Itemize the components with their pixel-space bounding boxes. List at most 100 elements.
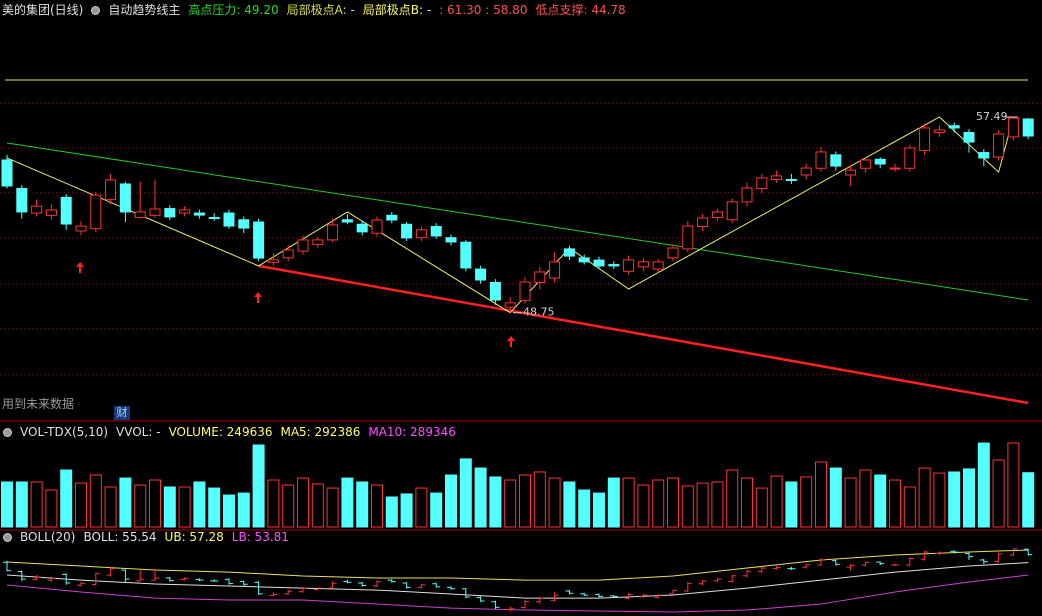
volume-bar [60,469,73,528]
candle-body [756,177,768,189]
candle-body [60,196,72,225]
volume-bar [15,481,28,528]
candle-body [253,221,265,259]
candle-body [563,248,575,257]
volume-bar [237,492,250,528]
candle-body [327,224,339,241]
candle-body [312,239,324,245]
volume-bar [341,477,354,528]
volume-bar [149,479,161,528]
volume-bar [963,468,975,528]
candle-body [963,131,975,143]
candle-body [415,229,427,239]
boll-header: BOLL(20) BOLL: 55.54 UB: 57.28 LB: 53.81 [3,529,289,545]
candle-body [149,208,161,216]
candle-body [356,223,368,233]
candle-body [504,302,516,308]
settings-icon[interactable] [91,5,101,15]
volume-bar [326,487,339,528]
candle-body [726,201,738,221]
boll-band [6,562,1029,599]
volume-bar [992,459,1005,528]
candle-body [933,129,945,133]
volume-bar [45,489,58,528]
legend-item: VVOL: - [116,425,161,439]
candle-body [489,281,501,301]
settings-icon[interactable] [3,427,12,437]
volume-bar [119,477,132,528]
candle-body [460,241,472,269]
volume-bar [163,486,176,528]
candle-body [534,271,546,283]
candle-body [267,259,279,263]
signal-arrow [76,262,84,273]
volume-bar [607,477,620,528]
candle-body [105,179,117,201]
candle-body [75,225,87,232]
volume-bar [578,489,591,528]
volume-bar [415,487,428,528]
candle-body [785,178,797,181]
candle-body [119,183,131,213]
candle-body [889,167,901,170]
volume-bar [977,442,990,528]
finance-badge[interactable]: 财 [114,406,130,420]
volume-bar [667,477,679,528]
volume-bar [948,471,961,528]
candle-body [519,281,531,301]
candle-body [652,261,664,270]
candle-body [667,247,679,259]
settings-icon[interactable] [3,532,12,542]
candle-body [919,127,931,151]
volume-header: VOL-TDX(5,10) VVOL: - VOLUME: 249636 MA5: … [3,424,456,440]
candle-body [608,264,620,267]
legend-item: 局部极点A: - [286,3,355,17]
candle-body [386,214,398,221]
volume-bar [548,477,561,528]
volume-bar [933,472,946,528]
volume-bar [430,492,443,528]
legend-item: MA5: 292386 [280,425,361,439]
volume-bar [208,487,221,528]
volume-bar [918,467,931,528]
volume-bar [459,458,472,528]
candle-body [978,152,990,159]
candle-body [31,205,43,214]
volume-bar [859,469,872,528]
legend-item: MA10: 289346 [368,425,456,439]
volume-bar [1,481,13,528]
volume-bar [1022,472,1035,528]
candle-body [341,219,353,223]
candle-body [164,208,176,218]
candle-body [874,158,886,165]
candle-body [771,175,783,180]
candle-body [859,159,871,169]
candle-body [578,257,590,263]
volume-bar [741,477,753,528]
volume-bar [785,481,798,528]
volume-bar [533,471,546,528]
signal-arrow [254,292,262,303]
volume-bar [474,467,487,528]
legend-item: 局部极点B: - [362,3,432,17]
volume-bar [30,481,43,528]
candle-body [800,167,812,176]
volume-bar [844,477,857,528]
volume-bar [829,467,842,528]
candle-body [208,217,220,220]
volume-bar [297,477,309,528]
candle-body [948,125,960,129]
volume-bar [903,486,916,528]
candle-body [741,187,753,203]
candle-body [179,209,191,214]
volume-bar [282,484,295,528]
legend-item: 低点支撑: 44.78 [535,3,626,17]
low-label: 48.75 [523,306,555,319]
volume-bar [874,474,887,528]
legend-item: LB: 53.81 [231,530,289,544]
indicator-name: VOL-TDX(5,10) [20,425,109,439]
volume-bar [356,481,369,528]
volume-bar [400,493,413,528]
